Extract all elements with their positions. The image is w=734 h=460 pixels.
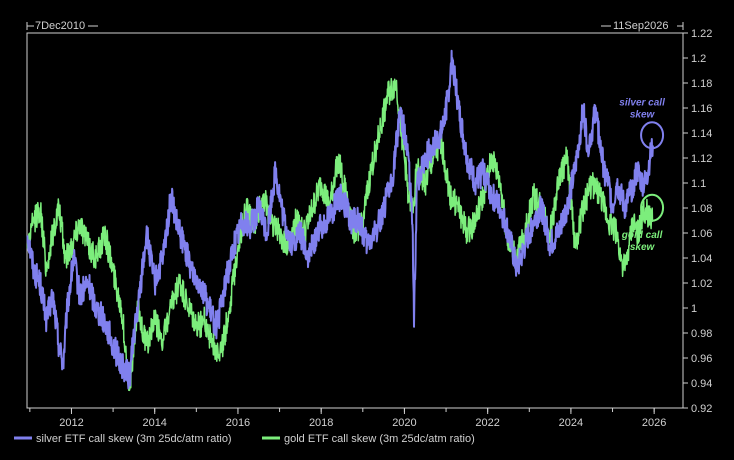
y-tick-label: 1.2	[691, 53, 706, 65]
gold-annotation-circle	[640, 193, 665, 222]
y-tick-label: 0.98	[691, 328, 712, 340]
y-tick-label: 1.14	[691, 128, 712, 140]
y-tick-label: 0.94	[691, 378, 712, 390]
x-tick-label: 2014	[142, 417, 166, 429]
y-tick-label: 0.92	[691, 403, 712, 415]
y-tick-label: 1.06	[691, 228, 712, 240]
plot-frame	[26, 32, 684, 409]
y-tick-label: 0.96	[691, 353, 712, 365]
y-tick-label: 1.02	[691, 278, 712, 290]
silver-annotation-line: silver call	[619, 97, 665, 108]
start-date-label: 7Dec2010	[35, 20, 85, 32]
series-line-silver	[26, 49, 654, 390]
legend: silver ETF call skew (3m 25dc/atm ratio)…	[14, 433, 475, 445]
plot-border	[26, 32, 684, 409]
y-axis: 0.92 0.94 0.96 0.98 1 1.02 1.04 1.06 1.08 1.1 1.12…	[683, 28, 712, 415]
y-tick-label: 1.08	[691, 203, 712, 215]
x-tick-label: 2018	[309, 417, 333, 429]
legend-label-gold: gold ETF call skew (3m 25dc/atm ratio)	[284, 433, 475, 445]
y-tick-label: 1.22	[691, 28, 712, 40]
y-tick-label: 1.12	[691, 153, 712, 165]
x-tick-label: 2024	[559, 417, 583, 429]
end-date-label: 11Sep2026	[613, 20, 668, 32]
series-layer	[26, 49, 654, 392]
x-tick-label: 2016	[226, 417, 250, 429]
x-tick-label: 2012	[59, 417, 83, 429]
x-tick-label: 2022	[475, 417, 499, 429]
legend-label-silver: silver ETF call skew (3m 25dc/atm ratio)	[36, 433, 232, 445]
y-tick-label: 1.18	[691, 78, 712, 90]
silver-annotation-circle	[640, 121, 665, 150]
silver-annotation-line: skew	[630, 109, 656, 120]
x-tick-label: 2026	[642, 417, 666, 429]
y-tick-label: 1.1	[691, 178, 706, 190]
x-axis: 2012 2014 2016 2018 2020 2022 2024 2026	[29, 408, 666, 429]
y-tick-label: 1.16	[691, 103, 712, 115]
x-tick-label: 2020	[392, 417, 416, 429]
y-tick-label: 1	[691, 303, 697, 315]
gold-annotation-line: gold call	[621, 230, 663, 241]
gold-annotation-line: skew	[630, 242, 656, 253]
y-tick-label: 1.04	[691, 253, 712, 265]
